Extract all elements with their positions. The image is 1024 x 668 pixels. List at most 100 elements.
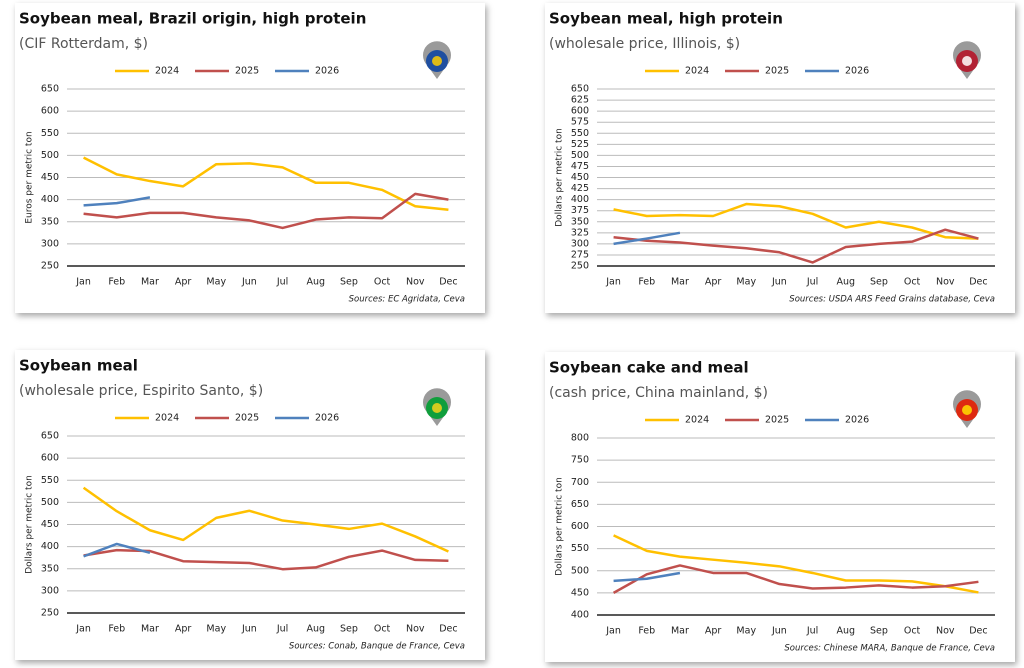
x-tick-label: Aug	[306, 624, 325, 635]
x-tick-label: Oct	[904, 277, 921, 288]
legend-label: 2024	[155, 66, 179, 77]
y-tick-label: 400	[41, 194, 59, 205]
y-axis-label: Euros per metric ton	[25, 131, 35, 223]
chart-subtitle: (cash price, China mainland, $)	[549, 385, 768, 401]
source-note: Sources: EC Agridata, Ceva	[349, 295, 465, 305]
y-tick-label: 650	[41, 84, 59, 95]
chart: Soybean cake and meal (cash price, China …	[549, 359, 995, 654]
x-tick-label: May	[736, 277, 756, 288]
legend-label: 2025	[235, 413, 259, 424]
chart: Soybean meal, Brazil origin, high protei…	[19, 10, 465, 305]
y-tick-label: 425	[571, 183, 589, 194]
x-tick-label: Jan	[75, 624, 91, 635]
x-tick-label: Oct	[374, 277, 391, 288]
x-tick-label: Jun	[241, 277, 257, 288]
y-tick-label: 300	[571, 238, 589, 249]
x-tick-label: Jul	[806, 277, 818, 288]
y-axis-label: Dollars per metric ton	[555, 477, 565, 576]
series-line	[613, 231, 681, 246]
y-tick-label: 500	[41, 150, 59, 161]
x-tick-label: Mar	[141, 277, 159, 288]
y-tick-label: 400	[571, 194, 589, 205]
y-tick-label: 400	[571, 610, 589, 621]
legend-label: 2026	[315, 66, 339, 77]
x-tick-label: Sep	[340, 277, 358, 288]
y-tick-label: 250	[571, 261, 589, 272]
y-tick-label: 600	[41, 453, 59, 464]
y-axis-label: Dollars per metric ton	[25, 475, 35, 574]
y-tick-label: 450	[571, 172, 589, 183]
y-tick-label: 600	[571, 521, 589, 532]
legend-label: 2026	[845, 415, 869, 426]
flag-detail	[962, 56, 972, 66]
x-tick-label: Mar	[671, 277, 689, 288]
y-tick-label: 550	[571, 543, 589, 554]
y-tick-label: 350	[571, 216, 589, 227]
y-tick-label: 525	[571, 139, 589, 150]
series-line	[83, 542, 151, 558]
y-tick-label: 300	[41, 238, 59, 249]
x-tick-label: Dec	[439, 624, 457, 635]
x-tick-label: Sep	[870, 626, 888, 637]
x-tick-label: Sep	[340, 624, 358, 635]
series-line	[613, 534, 979, 594]
chart: Soybean meal, high protein (wholesale pri…	[549, 10, 995, 305]
chart-subtitle: (wholesale price, Illinois, $)	[549, 36, 740, 52]
x-tick-label: Feb	[638, 277, 655, 288]
x-tick-label: Nov	[936, 277, 955, 288]
flag-detail	[432, 56, 442, 66]
y-tick-label: 450	[41, 172, 59, 183]
x-tick-label: Jan	[75, 277, 91, 288]
x-tick-label: Jul	[276, 624, 288, 635]
x-tick-label: Apr	[705, 626, 722, 637]
chart-panel: Soybean meal, high protein (wholesale pri…	[545, 3, 1015, 313]
legend-label: 2026	[315, 413, 339, 424]
chart-title: Soybean cake and meal	[549, 359, 749, 377]
x-tick-label: Sep	[870, 277, 888, 288]
series-line	[83, 156, 449, 212]
x-tick-label: May	[206, 277, 226, 288]
x-tick-label: Jul	[806, 626, 818, 637]
x-tick-label: Aug	[836, 626, 855, 637]
y-tick-label: 575	[571, 117, 589, 128]
y-tick-label: 550	[41, 475, 59, 486]
x-tick-label: Jan	[605, 626, 621, 637]
legend-label: 2026	[845, 66, 869, 77]
y-tick-label: 450	[571, 587, 589, 598]
x-tick-label: Aug	[836, 277, 855, 288]
chart-panel: Soybean meal, Brazil origin, high protei…	[15, 3, 485, 313]
y-tick-label: 750	[571, 455, 589, 466]
y-tick-label: 625	[571, 95, 589, 106]
x-tick-label: Nov	[406, 624, 425, 635]
y-tick-label: 475	[571, 161, 589, 172]
y-tick-label: 250	[41, 608, 59, 619]
legend-label: 2024	[155, 413, 179, 424]
y-tick-label: 600	[571, 106, 589, 117]
legend-label: 2025	[765, 415, 789, 426]
y-tick-label: 250	[41, 261, 59, 272]
y-tick-label: 550	[571, 128, 589, 139]
x-tick-label: May	[206, 624, 226, 635]
series-line	[82, 486, 449, 553]
chart-panel: Soybean meal (wholesale price, Espirito S…	[15, 350, 485, 660]
x-tick-label: Feb	[638, 626, 655, 637]
x-tick-label: Apr	[705, 277, 722, 288]
x-tick-label: May	[736, 626, 756, 637]
x-tick-label: Mar	[671, 626, 689, 637]
x-tick-label: Oct	[904, 626, 921, 637]
series-line	[612, 564, 979, 594]
flag-detail	[962, 405, 972, 415]
series-line	[83, 192, 449, 230]
y-tick-label: 650	[571, 499, 589, 510]
x-tick-label: Jun	[771, 277, 787, 288]
series-line	[613, 228, 979, 264]
series-line	[613, 202, 979, 240]
chart-title: Soybean meal, Brazil origin, high protei…	[19, 10, 366, 28]
y-tick-label: 500	[41, 497, 59, 508]
x-tick-label: Apr	[175, 624, 192, 635]
y-tick-label: 375	[571, 205, 589, 216]
legend-label: 2024	[685, 66, 709, 77]
y-axis-label: Dollars per metric ton	[555, 128, 565, 227]
source-note: Sources: USDA ARS Feed Grains database, …	[789, 295, 995, 305]
y-tick-label: 450	[41, 519, 59, 530]
